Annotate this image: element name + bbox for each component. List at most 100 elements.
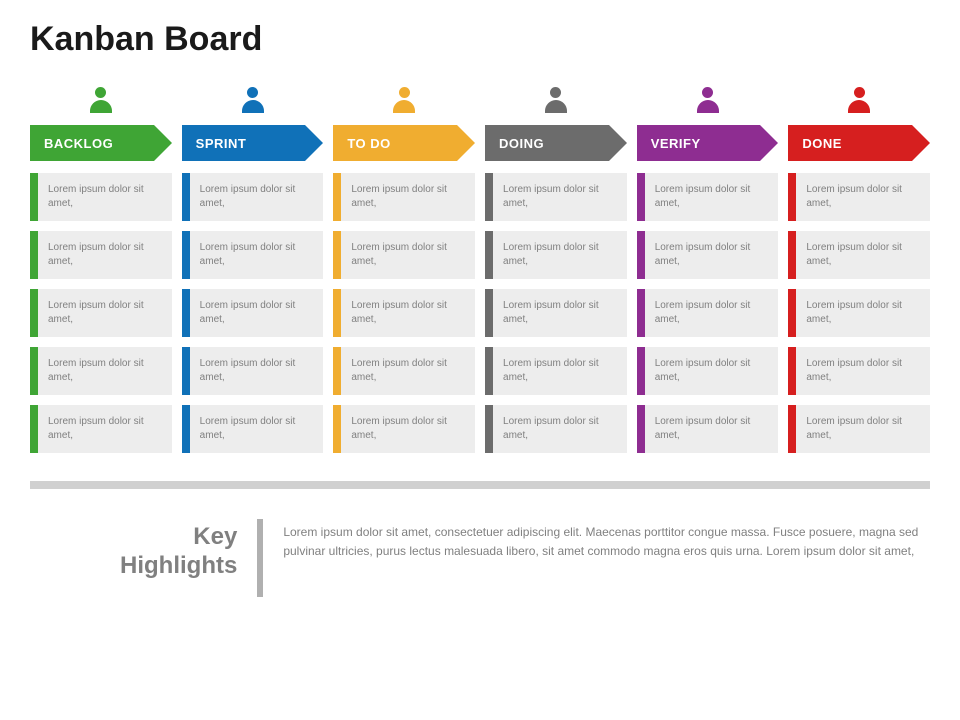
card-text: Lorem ipsum dolor sit amet,	[38, 173, 172, 221]
person-icon	[544, 87, 568, 115]
card-text: Lorem ipsum dolor sit amet,	[645, 173, 779, 221]
card-stripe	[788, 173, 796, 221]
card-text: Lorem ipsum dolor sit amet,	[796, 173, 930, 221]
arrow-icon	[154, 125, 172, 161]
kanban-card: Lorem ipsum dolor sit amet,	[182, 231, 324, 279]
kanban-card: Lorem ipsum dolor sit amet,	[333, 405, 475, 453]
kanban-card: Lorem ipsum dolor sit amet,	[30, 173, 172, 221]
kanban-card: Lorem ipsum dolor sit amet,	[788, 231, 930, 279]
highlights-text: Lorem ipsum dolor sit amet, consectetuer…	[283, 519, 930, 561]
column-header-label: TO DO	[333, 125, 457, 161]
kanban-column: VERIFY Lorem ipsum dolor sit amet, Lorem i…	[637, 87, 779, 463]
card-stripe	[788, 231, 796, 279]
kanban-card: Lorem ipsum dolor sit amet,	[30, 405, 172, 453]
kanban-card: Lorem ipsum dolor sit amet,	[333, 173, 475, 221]
key-highlights-section: Key Highlights Lorem ipsum dolor sit ame…	[30, 519, 930, 597]
kanban-card: Lorem ipsum dolor sit amet,	[30, 231, 172, 279]
kanban-card: Lorem ipsum dolor sit amet,	[485, 231, 627, 279]
column-header-label: DOING	[485, 125, 609, 161]
column-header: BACKLOG	[30, 125, 172, 161]
card-stripe	[485, 173, 493, 221]
kanban-card: Lorem ipsum dolor sit amet,	[485, 347, 627, 395]
kanban-card: Lorem ipsum dolor sit amet,	[182, 173, 324, 221]
card-stripe	[333, 173, 341, 221]
card-stripe	[637, 347, 645, 395]
card-stripe	[485, 347, 493, 395]
card-text: Lorem ipsum dolor sit amet,	[645, 231, 779, 279]
card-text: Lorem ipsum dolor sit amet,	[190, 289, 324, 337]
card-stripe	[182, 347, 190, 395]
arrow-icon	[457, 125, 475, 161]
kanban-column: TO DO Lorem ipsum dolor sit amet, Lorem ip…	[333, 87, 475, 463]
card-text: Lorem ipsum dolor sit amet,	[796, 405, 930, 453]
card-stripe	[788, 289, 796, 337]
kanban-card: Lorem ipsum dolor sit amet,	[182, 289, 324, 337]
arrow-icon	[609, 125, 627, 161]
highlights-label-line1: Key	[193, 523, 237, 550]
card-text: Lorem ipsum dolor sit amet,	[38, 289, 172, 337]
card-stripe	[333, 231, 341, 279]
kanban-card: Lorem ipsum dolor sit amet,	[788, 173, 930, 221]
card-text: Lorem ipsum dolor sit amet,	[796, 347, 930, 395]
column-header: DONE	[788, 125, 930, 161]
card-stripe	[30, 405, 38, 453]
card-stripe	[485, 231, 493, 279]
kanban-card: Lorem ipsum dolor sit amet,	[788, 289, 930, 337]
kanban-card: Lorem ipsum dolor sit amet,	[485, 289, 627, 337]
column-header: TO DO	[333, 125, 475, 161]
card-stripe	[637, 405, 645, 453]
card-stripe	[333, 347, 341, 395]
kanban-card: Lorem ipsum dolor sit amet,	[637, 405, 779, 453]
card-text: Lorem ipsum dolor sit amet,	[341, 231, 475, 279]
column-header-label: SPRINT	[182, 125, 306, 161]
person-icon	[89, 87, 113, 115]
card-stripe	[637, 289, 645, 337]
card-stripe	[30, 289, 38, 337]
card-stripe	[788, 405, 796, 453]
card-stripe	[485, 405, 493, 453]
card-stripe	[333, 289, 341, 337]
column-header-label: DONE	[788, 125, 912, 161]
kanban-card: Lorem ipsum dolor sit amet,	[788, 347, 930, 395]
card-stripe	[182, 405, 190, 453]
card-text: Lorem ipsum dolor sit amet,	[796, 231, 930, 279]
card-stripe	[637, 173, 645, 221]
card-text: Lorem ipsum dolor sit amet,	[796, 289, 930, 337]
column-header: VERIFY	[637, 125, 779, 161]
card-text: Lorem ipsum dolor sit amet,	[190, 347, 324, 395]
card-text: Lorem ipsum dolor sit amet,	[645, 347, 779, 395]
card-stripe	[182, 231, 190, 279]
arrow-icon	[912, 125, 930, 161]
card-stripe	[182, 289, 190, 337]
card-text: Lorem ipsum dolor sit amet,	[493, 405, 627, 453]
card-stripe	[182, 173, 190, 221]
card-text: Lorem ipsum dolor sit amet,	[341, 173, 475, 221]
kanban-card: Lorem ipsum dolor sit amet,	[333, 289, 475, 337]
person-icon	[392, 87, 416, 115]
column-header-label: BACKLOG	[30, 125, 154, 161]
arrow-icon	[760, 125, 778, 161]
column-header: SPRINT	[182, 125, 324, 161]
card-stripe	[485, 289, 493, 337]
card-stripe	[30, 347, 38, 395]
card-stripe	[333, 405, 341, 453]
card-text: Lorem ipsum dolor sit amet,	[190, 405, 324, 453]
card-text: Lorem ipsum dolor sit amet,	[190, 231, 324, 279]
kanban-card: Lorem ipsum dolor sit amet,	[637, 289, 779, 337]
kanban-card: Lorem ipsum dolor sit amet,	[637, 173, 779, 221]
kanban-card: Lorem ipsum dolor sit amet,	[333, 231, 475, 279]
column-header: DOING	[485, 125, 627, 161]
kanban-card: Lorem ipsum dolor sit amet,	[182, 347, 324, 395]
card-text: Lorem ipsum dolor sit amet,	[341, 289, 475, 337]
card-text: Lorem ipsum dolor sit amet,	[493, 347, 627, 395]
kanban-card: Lorem ipsum dolor sit amet,	[485, 173, 627, 221]
highlights-vertical-bar	[257, 519, 263, 597]
card-text: Lorem ipsum dolor sit amet,	[38, 405, 172, 453]
card-text: Lorem ipsum dolor sit amet,	[493, 289, 627, 337]
kanban-card: Lorem ipsum dolor sit amet,	[30, 347, 172, 395]
highlights-label-line2: Highlights	[120, 552, 237, 579]
kanban-card: Lorem ipsum dolor sit amet,	[485, 405, 627, 453]
kanban-board: BACKLOGLorem ipsum dolor sit amet,Lorem …	[30, 87, 930, 463]
divider-bar	[30, 481, 930, 489]
card-text: Lorem ipsum dolor sit amet,	[493, 173, 627, 221]
